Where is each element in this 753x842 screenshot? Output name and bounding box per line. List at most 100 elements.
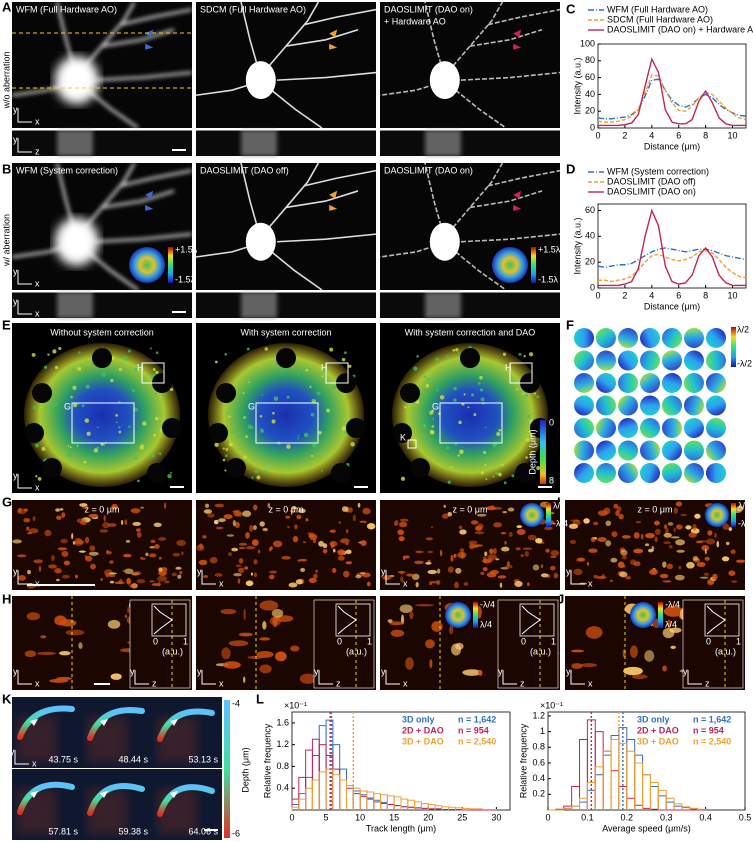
blob <box>457 551 467 559</box>
subaperture-wavefront <box>706 350 726 371</box>
hole <box>392 423 412 443</box>
blob <box>56 578 60 582</box>
speckle <box>235 418 238 421</box>
blob <box>400 614 405 625</box>
hole <box>147 463 167 483</box>
speckle <box>525 456 528 459</box>
wavefront-colorbar <box>658 602 663 628</box>
panel-letter: B <box>2 161 11 176</box>
hole <box>208 423 228 443</box>
y-tick-label: 60 <box>585 205 595 215</box>
dendrite <box>424 1 446 78</box>
blob <box>157 575 168 582</box>
speckle <box>150 453 155 458</box>
histogram-step <box>359 794 368 810</box>
depth-label: z = 0 μm <box>269 504 304 514</box>
blob <box>515 547 521 551</box>
histogram-step <box>366 798 375 810</box>
speckle <box>35 443 39 448</box>
speckle <box>149 416 153 420</box>
hole <box>162 418 182 438</box>
blob <box>245 546 256 550</box>
blob <box>149 553 157 558</box>
image-title: SDCM (Full Hardware AO) <box>200 4 306 14</box>
blob <box>394 523 397 526</box>
blob <box>633 532 640 539</box>
depth-colorbar <box>540 420 546 484</box>
subaperture-wavefront <box>618 440 638 461</box>
blob <box>223 514 233 520</box>
blob <box>458 525 463 530</box>
speckle <box>124 356 129 361</box>
histogram-step <box>610 738 620 810</box>
x-tick-label: 0.3 <box>660 812 673 822</box>
colorbar-tick: -4 <box>232 698 240 708</box>
blob <box>228 552 232 557</box>
blob <box>712 573 718 581</box>
axis-glyph <box>201 570 216 585</box>
speckle <box>344 351 347 355</box>
blob <box>295 579 303 585</box>
speckle <box>480 397 485 402</box>
speckle <box>37 477 42 481</box>
dendrite <box>276 233 377 243</box>
speckle <box>224 353 228 356</box>
histogram-step <box>332 768 341 810</box>
blob <box>259 521 265 527</box>
image-tile <box>380 163 560 290</box>
blob <box>89 545 96 552</box>
speckle <box>54 365 59 370</box>
row-label: w/o aberration <box>1 51 11 109</box>
blob <box>136 531 142 538</box>
axis-letter: x <box>588 678 593 688</box>
blob <box>493 522 502 528</box>
blob <box>575 558 586 562</box>
roi-label: K <box>400 432 406 442</box>
time-label: 59.38 s <box>118 826 148 836</box>
panel-letter: L <box>256 691 264 706</box>
blob <box>262 620 267 630</box>
speckle <box>118 430 122 434</box>
blob <box>302 541 307 544</box>
speckle <box>81 404 85 408</box>
blob <box>669 627 682 633</box>
histogram-step <box>393 805 402 810</box>
x-tick-label: 10 <box>728 290 738 300</box>
speckle <box>136 479 140 483</box>
image-title: With system correction and DAO <box>405 327 536 337</box>
speckle <box>473 413 477 417</box>
roi <box>439 402 503 444</box>
profile-unit: (a.u.) <box>346 646 367 656</box>
speckle <box>501 463 504 467</box>
speckle <box>169 387 174 392</box>
speckle <box>77 366 82 371</box>
speckle <box>225 454 228 458</box>
speckle <box>316 391 321 396</box>
speckle <box>115 413 119 417</box>
blob <box>257 549 261 554</box>
haze <box>157 717 197 762</box>
subaperture-wavefront <box>706 440 727 461</box>
time-label: 57.81 s <box>48 826 78 836</box>
blob <box>33 559 43 564</box>
cell <box>24 343 180 487</box>
dendrite <box>447 1 504 72</box>
blob <box>613 503 619 509</box>
blob <box>299 673 317 684</box>
subaperture-wavefront <box>596 328 616 348</box>
blob <box>653 520 660 526</box>
speckle <box>518 352 522 356</box>
axis-letter: z <box>520 678 525 688</box>
blob <box>616 506 622 512</box>
colorbar-label: -λ/4 <box>480 599 495 609</box>
speckle <box>453 398 457 402</box>
x-tick-label: 0 <box>289 812 294 822</box>
speckle <box>261 394 264 396</box>
blob <box>177 574 182 579</box>
blob <box>355 574 362 579</box>
axis-letter: y <box>197 666 202 676</box>
axis-letter: z <box>35 146 40 156</box>
xz-strip <box>380 292 560 318</box>
legend-count: n = 2,540 <box>458 736 496 746</box>
speckle <box>297 373 300 376</box>
